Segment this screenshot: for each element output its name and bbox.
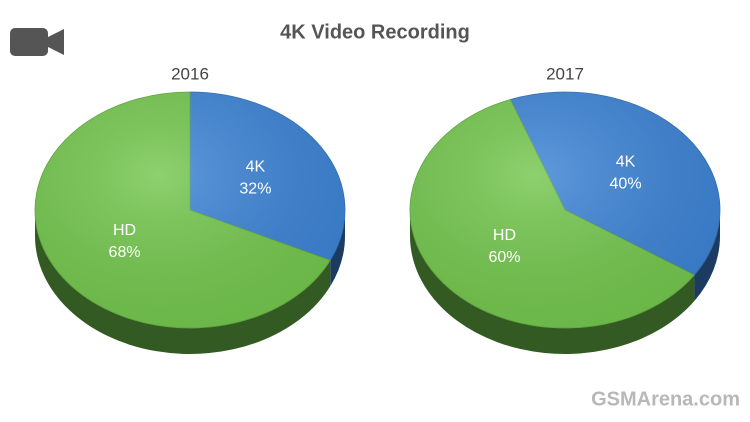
value-label: 68% xyxy=(109,244,141,261)
value-label: 32% xyxy=(239,181,271,198)
watermark: GSMArena.com xyxy=(591,388,740,410)
pie-title: 2017 xyxy=(546,64,584,83)
value-label: 40% xyxy=(610,175,642,192)
slice-label: HD xyxy=(113,222,136,239)
value-label: 60% xyxy=(488,249,520,266)
slice-label: 4K xyxy=(246,159,266,176)
slice-label: HD xyxy=(493,227,516,244)
pie-title: 2016 xyxy=(171,64,209,83)
slice-label: 4K xyxy=(616,153,636,170)
chart-title: 4K Video Recording xyxy=(280,21,470,43)
camera-icon xyxy=(10,28,64,56)
